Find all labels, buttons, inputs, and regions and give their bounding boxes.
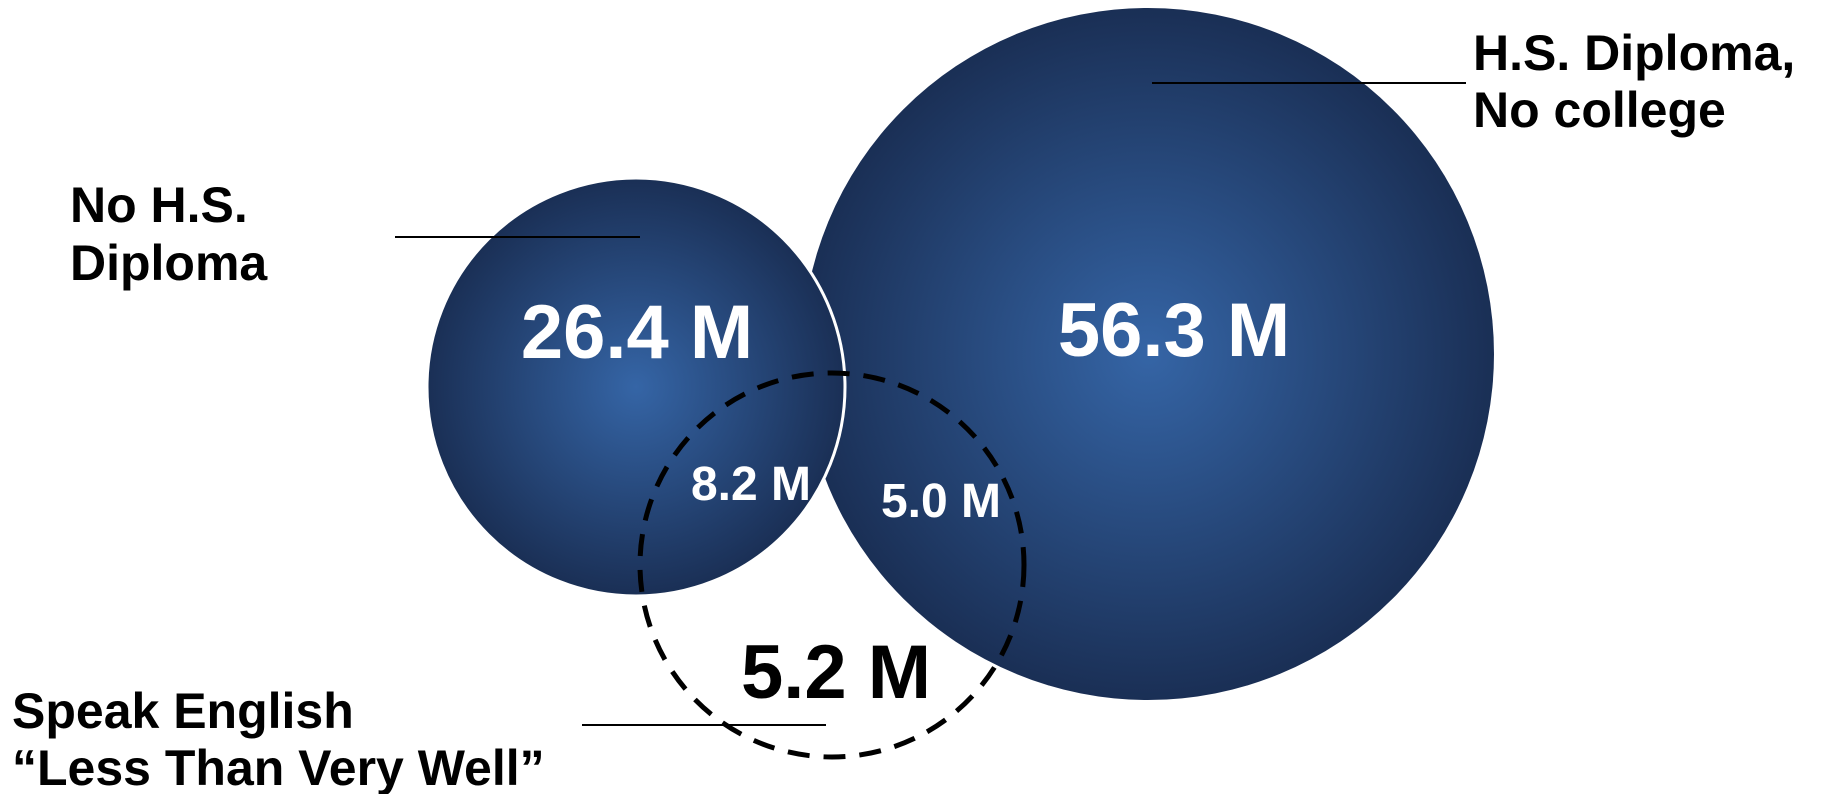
- no-hs-english-overlap-value: 8.2 M: [691, 458, 811, 511]
- hs-no-college-circle: [802, 8, 1494, 700]
- hs-label-line-1: H.S. Diploma,: [1473, 25, 1795, 81]
- limited-english-value: 5.2 M: [741, 630, 931, 715]
- limited-english-label-line-1: Speak English: [12, 683, 354, 739]
- hs-label-line-2: No college: [1473, 82, 1726, 138]
- no-hs-circle: [425, 176, 847, 598]
- no-hs-label-line-1: No H.S.: [70, 177, 248, 233]
- no-hs-value: 26.4 M: [521, 290, 753, 375]
- hs-no-college-label: H.S. Diploma, No college: [1473, 25, 1809, 138]
- hs-english-overlap-value: 5.0 M: [881, 475, 1001, 528]
- no-hs-label-line-2: Diploma: [70, 235, 268, 291]
- hs-no-college-value: 56.3 M: [1058, 288, 1290, 373]
- limited-english-label-line-2: “Less Than Very Well”: [12, 740, 545, 794]
- limited-english-label: Speak English “Less Than Very Well”: [12, 683, 545, 794]
- limited-english-circle: [637, 370, 1027, 760]
- no-hs-label: No H.S. Diploma: [70, 177, 268, 291]
